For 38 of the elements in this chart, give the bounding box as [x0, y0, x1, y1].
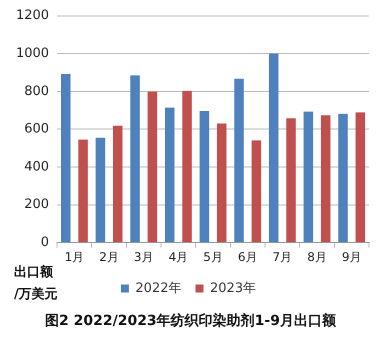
bar: [164, 108, 174, 242]
y-tick-label: 600: [24, 122, 50, 137]
y-tick-label: 400: [24, 159, 50, 174]
bar: [338, 114, 348, 242]
x-tick-label: 4月: [168, 250, 188, 264]
y-tick-label: 0: [40, 234, 50, 250]
x-tick-label: 5月: [203, 250, 223, 264]
bar: [320, 115, 330, 242]
text: 图2 2022/2023年纺织印染助剂1-9月出口额: [44, 312, 337, 330]
x-tick-label: 1月: [64, 250, 84, 264]
x-tick-label: 2月: [99, 250, 119, 264]
x-tick-label: 3月: [134, 250, 154, 264]
bar: [96, 138, 106, 242]
bar: [60, 74, 71, 242]
y-tick-label: 1000: [16, 46, 50, 61]
bar: [304, 112, 314, 242]
bar: [234, 78, 244, 242]
bar: [356, 112, 366, 242]
x-tick-label: 7月: [272, 250, 292, 264]
legend-label: 2023年: [210, 280, 256, 296]
y-tick-label: 1200: [16, 8, 50, 24]
x-tick-label: 8月: [307, 250, 327, 264]
bar: [200, 111, 210, 242]
bar: [130, 75, 140, 242]
bar: [148, 92, 158, 242]
bar: [286, 118, 296, 242]
bar: [252, 140, 262, 242]
y-tick-label: 800: [24, 84, 50, 99]
legend-label: 2022年: [135, 280, 182, 296]
bar: [112, 126, 122, 242]
y-axis-title: 出口额 /万美元: [14, 264, 58, 304]
y-tick-label: 200: [24, 197, 50, 212]
bar: [216, 124, 226, 242]
bar: [182, 90, 192, 242]
bar: [78, 140, 88, 242]
x-tick-label: 6月: [238, 250, 258, 264]
x-tick-label: 9月: [342, 250, 362, 264]
bar: [268, 54, 278, 242]
